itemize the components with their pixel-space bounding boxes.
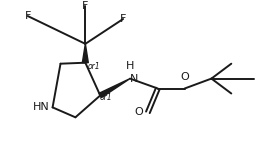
Text: F: F: [82, 1, 89, 11]
Text: HN: HN: [33, 102, 49, 112]
Text: O: O: [180, 72, 189, 82]
Text: H: H: [126, 61, 134, 71]
Text: F: F: [120, 14, 126, 24]
Text: or1: or1: [87, 62, 100, 71]
Text: F: F: [24, 11, 31, 21]
Text: N: N: [130, 74, 138, 84]
Text: O: O: [134, 107, 143, 117]
Polygon shape: [99, 79, 130, 98]
Polygon shape: [82, 44, 88, 63]
Text: or1: or1: [99, 93, 112, 103]
